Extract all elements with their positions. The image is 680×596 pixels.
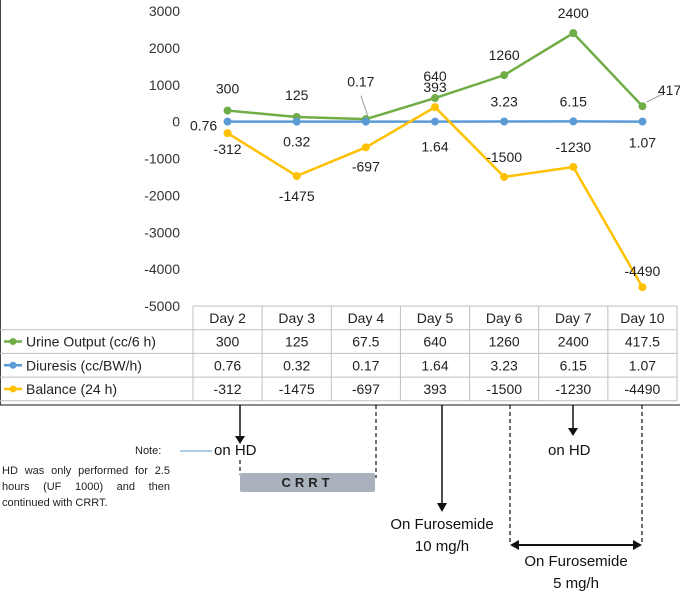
data-point bbox=[292, 172, 301, 181]
data-label: 2400 bbox=[558, 5, 589, 21]
y-tick-label: 3000 bbox=[149, 3, 180, 19]
furosemide-arrowhead-1 bbox=[437, 503, 447, 512]
data-point bbox=[361, 117, 370, 126]
table-cell: 0.32 bbox=[283, 357, 310, 373]
data-label: 640 bbox=[423, 68, 447, 84]
table-cell: 3.23 bbox=[491, 357, 518, 373]
legend-marker bbox=[9, 361, 17, 369]
data-label: 0.32 bbox=[283, 134, 310, 150]
data-label: 3.23 bbox=[491, 94, 518, 110]
data-point bbox=[569, 162, 578, 171]
table-cell: 6.15 bbox=[560, 357, 587, 373]
data-label: 1.07 bbox=[629, 135, 656, 151]
data-point bbox=[361, 143, 370, 152]
data-label: 1.64 bbox=[421, 139, 448, 155]
x-category-label: Day 7 bbox=[555, 310, 592, 326]
data-point bbox=[638, 117, 647, 126]
furosemide-label-2-line2: 5 mg/h bbox=[553, 575, 599, 592]
data-label: 0.76 bbox=[190, 118, 217, 134]
x-category-label: Day 10 bbox=[620, 310, 665, 326]
furosemide-label-2-line1: On Furosemide bbox=[524, 553, 628, 570]
y-tick-label: 2000 bbox=[149, 40, 180, 56]
data-point bbox=[223, 129, 232, 138]
data-label: 125 bbox=[285, 87, 309, 103]
table-cell: -4490 bbox=[625, 381, 661, 397]
data-label: 6.15 bbox=[560, 93, 587, 109]
x-category-label: Day 4 bbox=[348, 310, 385, 326]
data-point bbox=[638, 283, 647, 292]
data-label: -1230 bbox=[555, 139, 591, 155]
table-cell: 0.17 bbox=[352, 357, 379, 373]
data-point bbox=[223, 106, 232, 115]
table-cell: 1260 bbox=[489, 334, 520, 350]
table-cell: 1.64 bbox=[421, 357, 448, 373]
data-point bbox=[500, 172, 509, 181]
table-cell: 640 bbox=[423, 334, 447, 350]
data-label: 300 bbox=[216, 81, 240, 97]
y-tick-label: -2000 bbox=[144, 187, 180, 203]
table-cell: 67.5 bbox=[352, 334, 379, 350]
table-cell: 393 bbox=[423, 381, 447, 397]
y-tick-label: -4000 bbox=[144, 261, 180, 277]
table-cell: -1475 bbox=[279, 381, 315, 397]
furosemide-label-1-line2: 10 mg/h bbox=[414, 538, 470, 555]
furosemide-range-left-head bbox=[510, 540, 519, 550]
table-cell: -1500 bbox=[486, 381, 522, 397]
y-tick-label: -3000 bbox=[144, 224, 180, 240]
legend-entry: Diuresis (cc/BW/h) bbox=[26, 357, 142, 373]
x-category-label: Day 2 bbox=[209, 310, 246, 326]
data-label-leader bbox=[360, 95, 369, 117]
data-point bbox=[223, 117, 232, 126]
y-tick-label: -1000 bbox=[144, 151, 180, 167]
data-label: -697 bbox=[352, 158, 380, 174]
table-cell: 2400 bbox=[558, 334, 589, 350]
y-tick-label: 0 bbox=[172, 114, 180, 130]
data-point bbox=[292, 117, 301, 126]
table-cell: 125 bbox=[285, 334, 309, 350]
hd-arrowhead-1 bbox=[235, 436, 245, 444]
data-label: 417.5 bbox=[658, 82, 680, 98]
on-hd-label-2: on HD bbox=[548, 442, 591, 459]
table-cell: -312 bbox=[214, 381, 242, 397]
x-category-label: Day 3 bbox=[278, 310, 315, 326]
data-point bbox=[569, 117, 578, 126]
data-label: 393 bbox=[423, 79, 447, 95]
table-cell: 1.07 bbox=[629, 357, 656, 373]
table-cell: 300 bbox=[216, 334, 240, 350]
data-label-leader bbox=[646, 93, 663, 103]
data-label: -1500 bbox=[486, 149, 522, 165]
legend-entry: Urine Output (cc/6 h) bbox=[26, 334, 156, 350]
y-tick-label: -5000 bbox=[144, 298, 180, 314]
y-tick-label: 1000 bbox=[149, 77, 180, 93]
note-text: HD was only performed for 2.5 hours (UF … bbox=[2, 465, 170, 509]
crrt-bar: CRRT bbox=[240, 473, 375, 492]
data-label: 1260 bbox=[489, 47, 520, 63]
data-label: -4490 bbox=[625, 263, 661, 279]
data-label: -1475 bbox=[279, 188, 315, 204]
data-point bbox=[431, 103, 439, 112]
legend-marker bbox=[9, 338, 17, 346]
data-point bbox=[431, 117, 439, 126]
note-label: Note: bbox=[135, 445, 162, 457]
data-point bbox=[500, 71, 509, 80]
data-point bbox=[500, 117, 509, 126]
furosemide-range-right-head bbox=[633, 540, 642, 550]
x-category-label: Day 5 bbox=[417, 310, 454, 326]
table-cell: 417.5 bbox=[625, 334, 660, 350]
table-cell: -697 bbox=[352, 381, 380, 397]
legend-entry: Balance (24 h) bbox=[26, 381, 117, 397]
table-cell: -1230 bbox=[555, 381, 591, 397]
data-point bbox=[569, 29, 578, 38]
data-point bbox=[638, 102, 647, 111]
table-cell: 0.76 bbox=[214, 357, 241, 373]
data-label: -312 bbox=[214, 141, 242, 157]
legend-marker bbox=[9, 385, 17, 393]
on-hd-label-1: on HD bbox=[214, 442, 257, 459]
furosemide-label-1-line1: On Furosemide bbox=[390, 516, 494, 533]
hd-arrowhead-2 bbox=[568, 428, 578, 436]
data-label: 0.17 bbox=[347, 74, 374, 90]
x-category-label: Day 6 bbox=[486, 310, 523, 326]
data-point bbox=[431, 94, 439, 103]
